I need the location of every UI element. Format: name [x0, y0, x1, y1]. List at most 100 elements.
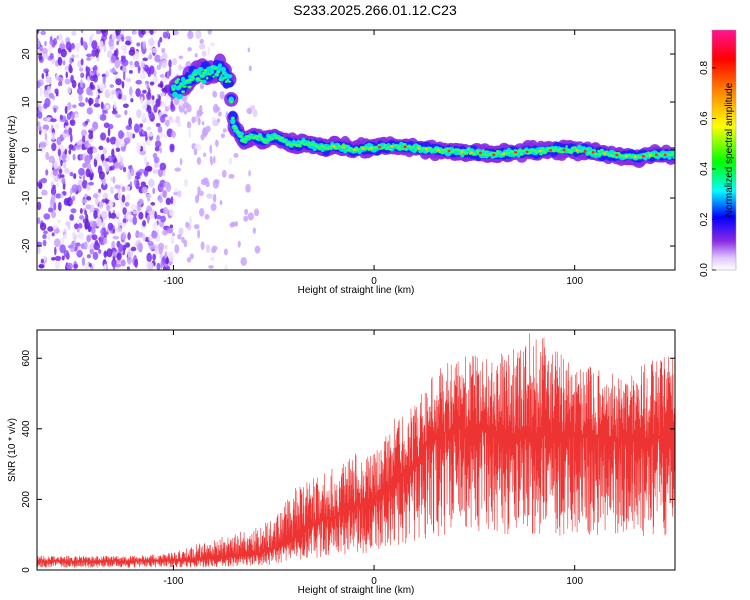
- spectrogram-trace-cell: [375, 147, 379, 150]
- spectrogram-noise-blob: [116, 252, 122, 261]
- spectrogram-noise-blob: [121, 80, 125, 89]
- spectrogram-noise-blob: [233, 153, 239, 158]
- spectrogram-trace-cell: [271, 137, 275, 141]
- spectrogram-noise-blob: [174, 167, 182, 172]
- spectrogram-noise-blob: [63, 233, 67, 240]
- spectrogram-noise-blob: [78, 93, 83, 102]
- spectrogram-trace-cell: [251, 133, 254, 136]
- spectrogram-noise-blob: [136, 108, 142, 119]
- spectrogram-noise-blob: [196, 109, 203, 117]
- spectrogram-noise-blob: [153, 163, 159, 168]
- spectrogram-noise-blob: [107, 127, 111, 137]
- spectrogram-noise-blob: [52, 168, 58, 176]
- spectrogram-noise-blob: [156, 262, 161, 270]
- spectrogram-noise-blob: [178, 55, 184, 60]
- spectrogram-noise-blob: [37, 201, 42, 211]
- spectrogram-trace-cell: [383, 144, 388, 147]
- spectrogram-noise-blob: [95, 97, 99, 104]
- spectrogram-noise-blob: [141, 129, 145, 135]
- spectrogram-noise-blob: [55, 261, 60, 269]
- spectrogram-noise-blob: [102, 221, 105, 228]
- spectrogram-noise-blob: [198, 190, 204, 197]
- spectrogram-noise-blob: [48, 207, 54, 213]
- spectrogram-noise-blob: [112, 176, 116, 184]
- spectrogram-trace-cell: [498, 152, 501, 155]
- x-tick-label: -100: [163, 576, 183, 587]
- spectrogram-noise-blob: [78, 67, 84, 72]
- spectrogram-trace-cell: [430, 150, 433, 153]
- spectrogram-noise-blob: [37, 217, 41, 225]
- spectrogram-noise-blob: [121, 36, 125, 42]
- spectrogram-noise-blob: [146, 91, 152, 101]
- spectrogram-peak-cell: [603, 152, 607, 155]
- spectrogram-noise-blob: [70, 133, 73, 143]
- spectrogram-noise-blob: [152, 75, 159, 85]
- spectrogram-noise-blob: [93, 193, 99, 199]
- spectrogram-peak-cell: [502, 152, 506, 155]
- spectrogram-noise-blob: [89, 138, 94, 143]
- x-tick-label: 100: [566, 276, 583, 287]
- spectrogram-noise-blob: [107, 222, 114, 231]
- x-tick-label: 100: [566, 576, 583, 587]
- spectrogram-noise-blob: [84, 154, 91, 165]
- spectrogram-trace-cell: [518, 149, 522, 153]
- spectrogram-noise-blob: [84, 209, 87, 216]
- spectrogram-noise-blob: [107, 89, 111, 94]
- spectrogram-noise-blob: [131, 133, 136, 139]
- spectrogram-noise-blob: [74, 223, 79, 230]
- spectrogram-noise-blob: [112, 251, 117, 257]
- spectrogram-noise-blob: [66, 262, 73, 270]
- spectrogram-noise-blob: [103, 122, 110, 129]
- spectrogram-noise-blob: [85, 133, 89, 138]
- spectrogram-noise-blob: [160, 260, 163, 269]
- spectrogram-noise-blob: [193, 148, 198, 156]
- spectrogram-noise-blob: [68, 144, 74, 150]
- spectrogram-noise-blob: [188, 30, 192, 38]
- spectrogram-trace-cell: [196, 70, 202, 76]
- spectrogram-noise-blob: [41, 189, 48, 196]
- spectrogram-noise-blob: [125, 40, 131, 46]
- spectrogram-noise-blob: [68, 127, 73, 136]
- spectrogram-noise-blob: [144, 80, 150, 85]
- spectrogram-noise-blob: [81, 143, 85, 151]
- spectrogram-noise-blob: [78, 102, 85, 107]
- spectrogram-noise-blob: [107, 50, 113, 59]
- spectrogram-noise-blob: [37, 241, 43, 246]
- spectrogram-noise-blob: [80, 129, 88, 137]
- spectrogram-noise-blob: [130, 246, 137, 252]
- spectrogram-trace-cell: [182, 85, 187, 88]
- spectrogram-peak-cell: [514, 151, 518, 154]
- spectrogram-trace-cell: [230, 116, 235, 120]
- spectrogram-noise-blob: [156, 64, 162, 70]
- spectrogram-noise-blob: [169, 118, 176, 124]
- spectrogram-peak-cell: [525, 150, 529, 154]
- spectrogram-trace-cell: [226, 74, 233, 79]
- spectrogram-trace-cell: [539, 153, 543, 156]
- spectrogram-noise-blob: [87, 146, 94, 155]
- spectrogram-noise-blob: [208, 265, 214, 269]
- spectrogram-noise-blob: [164, 119, 170, 127]
- spectrogram-peak-cell: [648, 154, 652, 157]
- spectrogram-trace-cell: [255, 137, 259, 141]
- spectrogram-trace-cell: [457, 148, 461, 152]
- spectrogram-noise-blob: [38, 182, 43, 190]
- spectrogram-noise-blob: [177, 190, 182, 198]
- spectrogram-trace-cell: [273, 134, 276, 137]
- spectrogram-noise-blob: [104, 198, 108, 204]
- spectrogram-trace-cell: [474, 152, 477, 156]
- colorbar-tick-label: 0.4: [699, 162, 710, 176]
- spectrogram-noise-blob: [85, 97, 89, 103]
- spectrogram-noise-blob: [57, 57, 63, 66]
- spectrogram-noise-blob: [102, 75, 106, 85]
- spectrogram-noise-blob: [37, 37, 40, 46]
- spectrogram-trace-cell: [643, 153, 647, 156]
- spectrogram-noise-blob: [128, 165, 131, 170]
- spectrogram-noise-blob: [129, 181, 133, 187]
- spectrogram-noise-blob: [97, 113, 101, 119]
- spectrogram-trace-cell: [458, 152, 463, 156]
- spectrogram-noise-blob: [172, 30, 179, 35]
- spectrogram-noise-blob: [51, 132, 56, 141]
- spectrogram-noise-blob: [63, 129, 69, 134]
- spectrogram-noise-blob: [108, 210, 111, 219]
- spectrogram-noise-blob: [103, 44, 107, 53]
